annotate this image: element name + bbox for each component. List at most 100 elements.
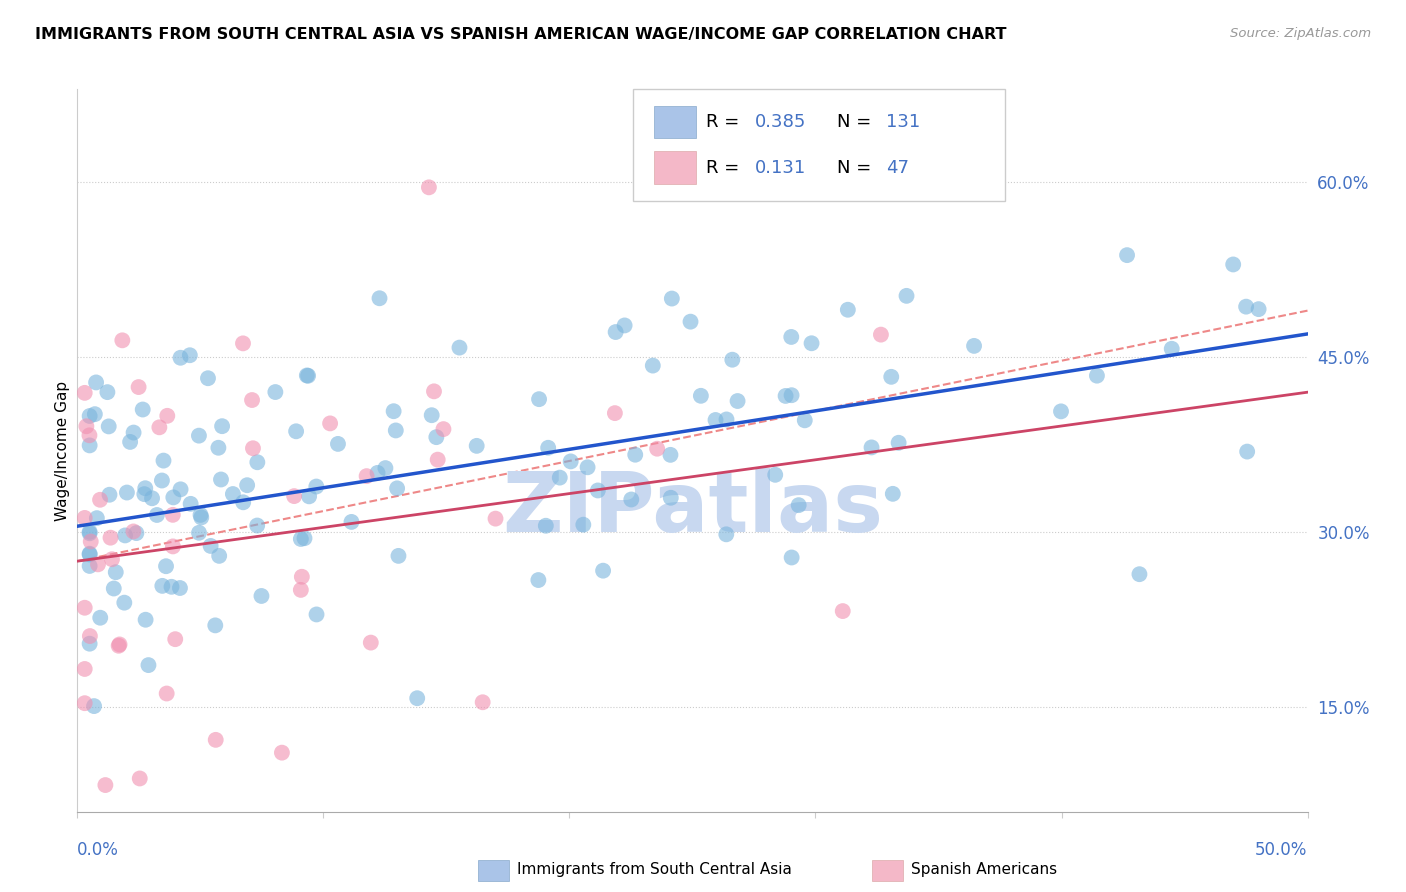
Point — [484, 511, 506, 525]
Point — [135, 613, 157, 627]
Point — [207, 441, 229, 455]
Text: 0.385: 0.385 — [755, 113, 807, 131]
Point — [305, 479, 328, 493]
Point — [165, 632, 187, 647]
Point — [727, 394, 749, 409]
Point — [837, 302, 859, 317]
Point — [115, 485, 138, 500]
Point — [246, 455, 269, 469]
Point — [645, 442, 668, 456]
Point — [291, 570, 314, 584]
Point — [246, 518, 269, 533]
Text: R =: R = — [706, 159, 751, 177]
Point — [471, 695, 494, 709]
Point — [197, 371, 219, 385]
Point — [187, 428, 209, 442]
Point — [780, 388, 803, 402]
Point — [87, 558, 110, 572]
Point — [236, 478, 259, 492]
Point — [97, 419, 120, 434]
Point — [79, 409, 101, 423]
Point — [79, 524, 101, 539]
Point — [716, 412, 738, 426]
Point — [79, 428, 101, 442]
Point — [111, 334, 134, 348]
Point — [146, 508, 169, 522]
Point — [188, 525, 211, 540]
Point — [537, 441, 560, 455]
Point — [134, 487, 156, 501]
Point — [1050, 404, 1073, 418]
Text: 50.0%: 50.0% — [1256, 841, 1308, 859]
Text: Source: ZipAtlas.com: Source: ZipAtlas.com — [1230, 27, 1371, 40]
Point — [605, 325, 627, 339]
Point — [73, 662, 96, 676]
Text: IMMIGRANTS FROM SOUTH CENTRAL ASIA VS SPANISH AMERICAN WAGE/INCOME GAP CORRELATI: IMMIGRANTS FROM SOUTH CENTRAL ASIA VS SP… — [35, 27, 1007, 42]
Point — [368, 291, 391, 305]
Point — [882, 487, 904, 501]
Text: N =: N = — [837, 113, 876, 131]
Point — [432, 422, 454, 436]
Point — [1234, 300, 1257, 314]
Point — [704, 413, 727, 427]
Point — [775, 389, 797, 403]
Point — [148, 420, 170, 434]
Point — [659, 448, 682, 462]
Point — [104, 565, 127, 579]
Point — [264, 385, 287, 400]
Point — [125, 526, 148, 541]
Point — [326, 437, 349, 451]
Point — [150, 474, 173, 488]
Point — [860, 441, 883, 455]
Point — [169, 351, 191, 365]
Point — [831, 604, 853, 618]
Point — [83, 407, 105, 421]
Text: 0.0%: 0.0% — [77, 841, 120, 859]
Point — [132, 402, 155, 417]
Point — [534, 518, 557, 533]
Point — [162, 508, 184, 522]
Text: 47: 47 — [886, 159, 908, 177]
Point — [572, 517, 595, 532]
Point — [896, 289, 918, 303]
Point — [780, 550, 803, 565]
Point — [271, 746, 294, 760]
Point — [613, 318, 636, 333]
Point — [465, 439, 488, 453]
Point — [250, 589, 273, 603]
Point — [963, 339, 986, 353]
Point — [387, 549, 409, 563]
Text: R =: R = — [706, 113, 745, 131]
Point — [425, 430, 447, 444]
Point — [1236, 444, 1258, 458]
Point — [169, 581, 191, 595]
Point — [576, 460, 599, 475]
Point — [79, 526, 101, 541]
Text: N =: N = — [837, 159, 876, 177]
Point — [787, 498, 810, 512]
Point — [122, 425, 145, 440]
Point — [527, 392, 550, 406]
Point — [120, 434, 142, 449]
Point — [1116, 248, 1139, 262]
Point — [1128, 567, 1150, 582]
Point — [79, 548, 101, 562]
Point — [80, 534, 103, 549]
Point — [169, 483, 191, 497]
Point — [108, 637, 131, 651]
Point — [179, 348, 201, 362]
Point — [793, 413, 815, 427]
Point — [305, 607, 328, 622]
Point — [800, 336, 823, 351]
Point — [661, 292, 683, 306]
Point — [160, 580, 183, 594]
Point — [75, 419, 97, 434]
Point — [79, 547, 101, 561]
Point — [641, 359, 664, 373]
Point — [73, 511, 96, 525]
Point — [211, 419, 233, 434]
Point — [283, 489, 305, 503]
Text: 0.131: 0.131 — [755, 159, 806, 177]
Point — [592, 564, 614, 578]
Point — [298, 489, 321, 503]
